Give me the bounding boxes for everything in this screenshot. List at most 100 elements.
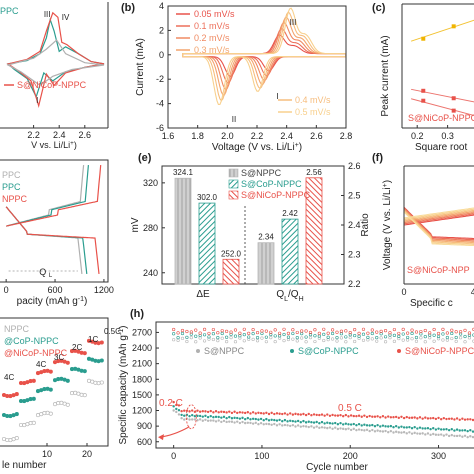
ce-point: [344, 335, 348, 339]
ce-point: [326, 335, 330, 339]
rate-label: 4C: [4, 373, 14, 382]
ce-point: [383, 340, 388, 344]
fit-line: [411, 88, 474, 103]
capacity-point: [405, 432, 408, 435]
capacity-point: [439, 433, 443, 436]
capacity-point: [455, 417, 459, 420]
capacity-point: [304, 425, 308, 428]
capacity-point: [201, 419, 204, 422]
ce-point: [370, 337, 374, 341]
ce-point: [216, 331, 220, 335]
ce-point: [353, 328, 357, 332]
ce-point: [423, 328, 427, 333]
ce-point: [198, 331, 202, 335]
capacity-point: [312, 413, 316, 416]
capacity-point: [355, 414, 358, 418]
capacity-point: [394, 415, 398, 419]
ce-point: [202, 339, 207, 343]
capacity-point: [273, 412, 276, 416]
ce-point: [388, 336, 392, 340]
ce-point: [445, 331, 449, 335]
x-axis-label: Voltage (V vs. Li/Li+): [212, 142, 302, 154]
x-axis-label: Specific c: [410, 298, 453, 309]
capacity-point: [302, 412, 305, 416]
rate-point: [65, 360, 70, 365]
legend-entry: S@NiCoP-NPPC: [408, 113, 474, 123]
capacity-point: [347, 427, 350, 430]
peak-label: III: [44, 10, 51, 19]
capacity-point: [191, 409, 194, 412]
capacity-point: [183, 418, 186, 421]
capacity-point: [257, 418, 260, 421]
ce-point: [414, 339, 419, 343]
x-axis-label: pacity (mAh g-1): [17, 296, 88, 308]
capacity-point: [286, 413, 289, 416]
capacity-point: [387, 415, 390, 418]
ce-point: [180, 328, 185, 333]
ce-point: [207, 331, 211, 336]
ce-point: [295, 330, 299, 335]
capacity-point: [413, 416, 416, 419]
capacity-point: [447, 428, 451, 432]
capacity-point: [225, 411, 228, 414]
charge-curve: [404, 214, 474, 226]
capacity-point: [463, 434, 467, 437]
ce-point: [264, 329, 268, 333]
discharge-curve: [404, 207, 474, 241]
capacity-point: [400, 431, 403, 434]
x-tick-label: 0.2: [411, 131, 424, 141]
capacity-point: [418, 416, 422, 419]
ce-point: [313, 334, 317, 338]
ce-point: [441, 327, 445, 331]
capacity-point: [251, 417, 255, 421]
ce-point: [247, 337, 251, 341]
capacity-point: [193, 418, 197, 421]
rate-point: [65, 402, 70, 407]
x-tick-label: 1.8: [191, 131, 204, 141]
x-tick-label: 10: [42, 449, 52, 459]
ce-point: [459, 336, 463, 340]
capacity-point: [381, 424, 385, 427]
charge-curve: [404, 210, 474, 223]
ce-point: [463, 328, 467, 332]
y-tick-label: -4: [156, 99, 164, 109]
capacity-point: [212, 411, 215, 414]
capacity-point: [326, 426, 329, 430]
capacity-point: [373, 430, 377, 433]
y2-tick-label: 2.3: [348, 250, 361, 260]
capacity-point: [307, 425, 310, 429]
ce-point: [432, 327, 436, 332]
capacity-point: [418, 426, 422, 429]
capacity-point: [204, 410, 207, 413]
cv-curve-S@NiCoP-NPPC: [6, 11, 105, 109]
y-tick-label: 2100: [132, 359, 152, 369]
capacity-point: [429, 427, 432, 431]
x-tick-label: 400: [471, 287, 474, 297]
capacity-point: [461, 417, 464, 420]
capacity-point: [379, 430, 382, 433]
capacity-point: [310, 425, 313, 428]
panel-label: (b): [121, 2, 135, 14]
legend-swatch: [397, 349, 401, 353]
y2-tick-label: 2.5: [348, 191, 361, 201]
capacity-point: [296, 419, 300, 423]
capacity-point: [357, 422, 361, 426]
capacity-point: [371, 415, 374, 418]
capacity-point: [450, 417, 453, 420]
capacity-point: [233, 421, 236, 424]
capacity-point: [413, 431, 416, 435]
rate-point: [99, 380, 104, 385]
capacity-point: [183, 414, 186, 417]
capacity-point: [331, 422, 334, 425]
ce-point: [282, 327, 286, 331]
capacity-point: [376, 423, 379, 427]
capacity-point: [262, 418, 265, 422]
rate-point: [48, 369, 53, 374]
capacity-point: [299, 413, 302, 416]
capacity-point: [198, 410, 202, 413]
capacity-point: [228, 410, 231, 413]
y-tick-label: 4: [159, 1, 164, 11]
capacity-point: [445, 428, 448, 431]
ce-point: [375, 335, 379, 340]
ql-label: Q: [39, 267, 46, 277]
